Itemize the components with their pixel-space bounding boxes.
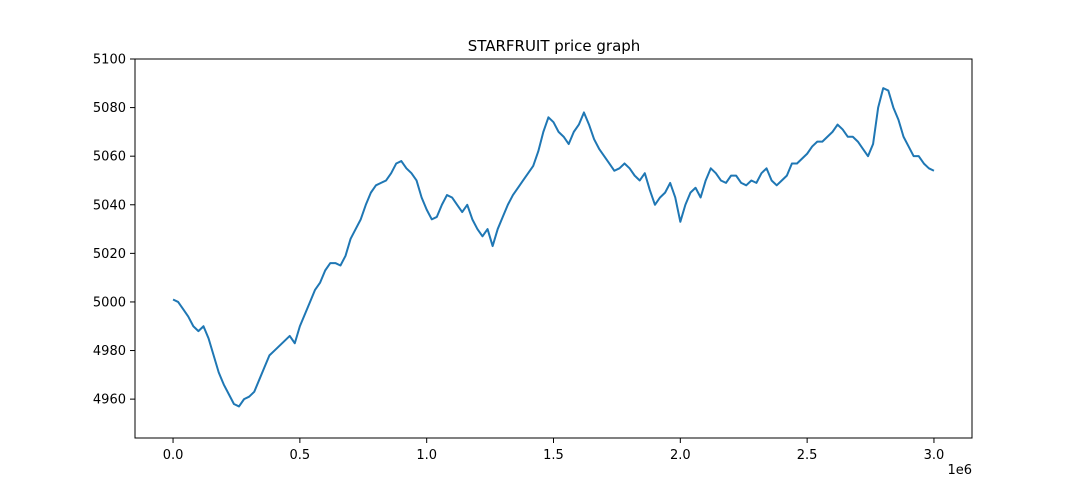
y-tick-label: 4980 [93,344,126,359]
x-tick-label: 2.0 [670,448,691,463]
price-series-line [172,87,935,408]
x-axis: 0.0 0.5 1.0 1.5 2.0 2.5 3.0 [163,438,945,463]
y-tick-label: 5040 [93,198,126,213]
y-tick-label: 5060 [93,150,126,165]
x-tick-label: 1.0 [416,448,437,463]
y-axis: 4960 4980 5000 5020 5040 5060 5080 5100 [93,53,135,408]
x-tick-label: 1.5 [543,448,564,463]
x-tick-label: 3.0 [924,448,945,463]
y-tick-label: 5080 [93,101,126,116]
chart-title: STARFRUIT price graph [468,37,641,55]
y-tick-label: 4960 [93,393,126,408]
x-tick-label: 0.5 [290,448,311,463]
x-tick-label: 2.5 [797,448,818,463]
plot-area [134,58,973,439]
plot-frame [134,58,973,439]
y-tick-label: 5020 [93,247,126,262]
x-tick-label: 0.0 [163,448,184,463]
y-tick-label: 5100 [93,53,126,68]
x-axis-offset-label: 1e6 [947,463,972,478]
y-tick-label: 5000 [93,295,126,310]
